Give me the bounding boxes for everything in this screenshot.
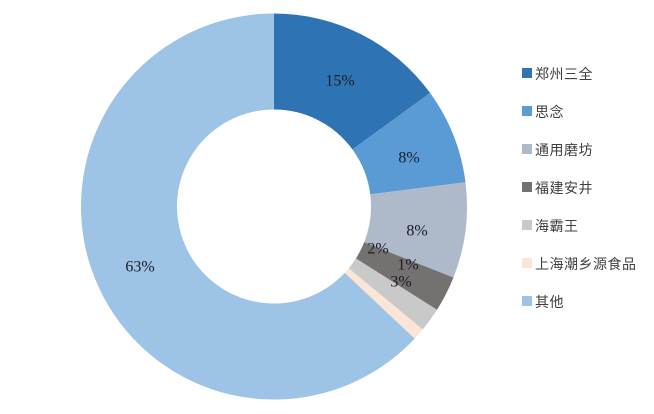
legend-item-思念: 思念	[522, 101, 637, 122]
data-label-海霸王: 2%	[367, 241, 388, 258]
legend-label: 上海潮乡源食品	[535, 256, 637, 273]
legend: 郑州三全思念通用磨坊福建安井海霸王上海潮乡源食品 其他	[522, 63, 637, 329]
data-label-通用磨坊: 8%	[406, 223, 427, 240]
donut-slice-福建安井	[355, 242, 454, 310]
legend-label: 福建安井	[535, 180, 593, 197]
legend-item-其他: 其他	[522, 291, 637, 312]
donut-slice-其他	[81, 13, 415, 400]
legend-label: 思念	[535, 104, 564, 121]
legend-label: 海霸王	[535, 218, 579, 235]
donut-slice-思念	[352, 93, 466, 195]
data-label-上海潮乡源食品: 1%	[397, 257, 418, 274]
legend-marker-icon	[522, 257, 532, 268]
legend-marker-icon	[522, 295, 532, 306]
donut-slice-上海潮乡源食品	[344, 268, 423, 339]
legend-label: 通用磨坊	[535, 142, 593, 159]
data-label-思念: 8%	[398, 150, 419, 167]
donut-slice-郑州三全	[274, 13, 431, 150]
legend-marker-icon	[522, 181, 532, 192]
legend-marker-icon	[522, 143, 532, 154]
legend-item-海霸王: 海霸王	[522, 215, 637, 236]
legend-item-福建安井: 福建安井	[522, 177, 637, 198]
legend-item-通用磨坊: 通用磨坊	[522, 139, 637, 160]
data-label-其他: 63%	[125, 259, 154, 276]
legend-item-郑州三全: 郑州三全	[522, 63, 637, 84]
donut-slice-海霸王	[348, 258, 437, 330]
data-label-郑州三全: 15%	[325, 73, 354, 90]
legend-item-上海潮乡源食品: 上海潮乡源食品	[522, 253, 637, 274]
legend-label: 郑州三全	[535, 66, 593, 83]
donut-slice-通用磨坊	[364, 182, 467, 278]
legend-label: 其他	[535, 294, 564, 311]
legend-marker-icon	[522, 67, 532, 78]
legend-marker-icon	[522, 105, 532, 116]
data-label-福建安井: 3%	[390, 274, 411, 291]
legend-marker-icon	[522, 219, 532, 230]
